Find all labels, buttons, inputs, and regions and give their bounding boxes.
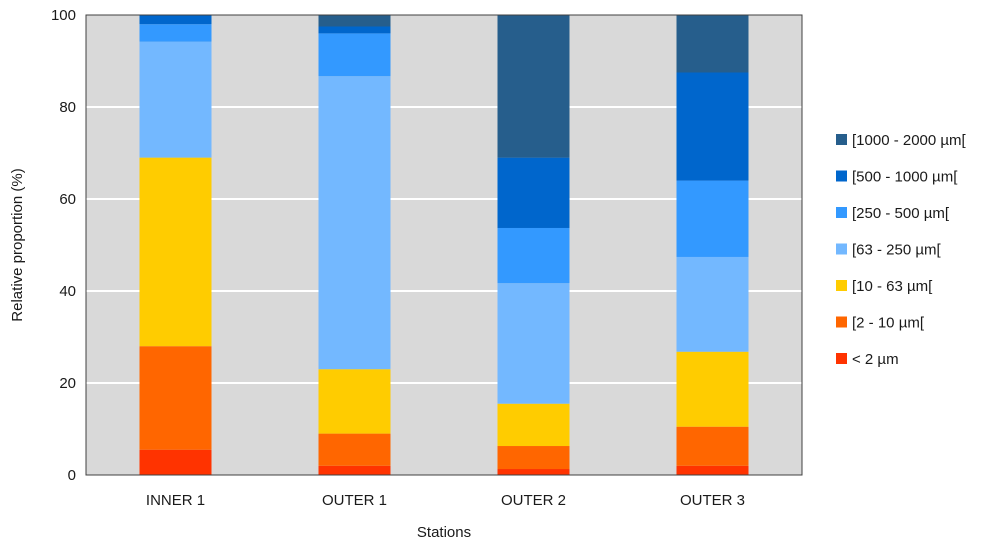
bar-segment <box>139 15 212 25</box>
legend-entry: [10 - 63 µm[ <box>852 278 933 295</box>
legend-entry: [63 - 250 µm[ <box>852 242 942 259</box>
bar-segment <box>497 157 570 228</box>
bar-segment <box>676 72 749 181</box>
x-axis-title: Stations <box>417 524 471 541</box>
bar-segment <box>497 446 570 470</box>
bar-segment <box>139 41 212 158</box>
bar-segment <box>318 33 391 77</box>
legend-swatch <box>836 316 847 328</box>
bars <box>139 15 749 475</box>
legend-swatch <box>836 353 847 364</box>
bar-segment <box>497 283 570 404</box>
y-tick-label: 80 <box>59 99 76 116</box>
bar-segment <box>497 403 570 447</box>
y-tick-label: 60 <box>59 191 76 208</box>
bar-segment <box>139 157 212 347</box>
x-tick-label: OUTER 2 <box>501 492 566 509</box>
bar-segment <box>497 15 570 158</box>
legend: [1000 - 2000 µm[ [500 - 1000 µm[ [250 - 50… <box>836 132 967 368</box>
bar-segment <box>139 24 212 42</box>
bar-segment <box>497 227 570 284</box>
bar-segment <box>318 433 391 466</box>
y-tick-label: 40 <box>59 283 76 300</box>
bar-segment <box>318 15 391 27</box>
bar-segment <box>676 426 749 466</box>
legend-entry: [500 - 1000 µm[ <box>852 169 958 186</box>
bar-segment <box>139 449 212 475</box>
legend-entry: [250 - 500 µm[ <box>852 205 950 222</box>
legend-swatch <box>836 170 847 182</box>
legend-swatch <box>836 207 847 218</box>
legend-entry: [2 - 10 µm[ <box>852 315 925 332</box>
bar-segment <box>318 465 391 475</box>
x-axis-ticks: INNER 1 OUTER 1 OUTER 2 OUTER 3 <box>146 492 745 509</box>
bar-segment <box>318 26 391 34</box>
x-tick-label: OUTER 3 <box>680 492 745 509</box>
bar-segment <box>676 351 749 427</box>
bar-segment <box>139 346 212 450</box>
bar-segment <box>676 15 749 73</box>
y-tick-label: 20 <box>59 375 76 392</box>
y-tick-label: 100 <box>51 7 76 24</box>
bar-segment <box>318 369 391 434</box>
bar-segment <box>318 76 391 370</box>
bar-segment <box>676 180 749 257</box>
y-tick-label: 0 <box>68 467 76 484</box>
legend-swatch <box>836 280 847 291</box>
legend-swatch <box>836 243 847 255</box>
legend-swatch <box>836 134 847 145</box>
y-axis-ticks: 0 20 40 60 80 100 <box>51 7 76 484</box>
plot-frame <box>85 14 803 476</box>
x-tick-label: OUTER 1 <box>322 492 387 509</box>
x-tick-label: INNER 1 <box>146 492 205 509</box>
legend-entry: [1000 - 2000 µm[ <box>852 132 967 149</box>
bar-segment <box>676 465 749 475</box>
bar-segment <box>497 469 570 475</box>
legend-entry: < 2 µm <box>852 351 899 368</box>
bar-segment <box>676 256 749 352</box>
y-axis-title: Relative proportion (%) <box>9 168 26 321</box>
